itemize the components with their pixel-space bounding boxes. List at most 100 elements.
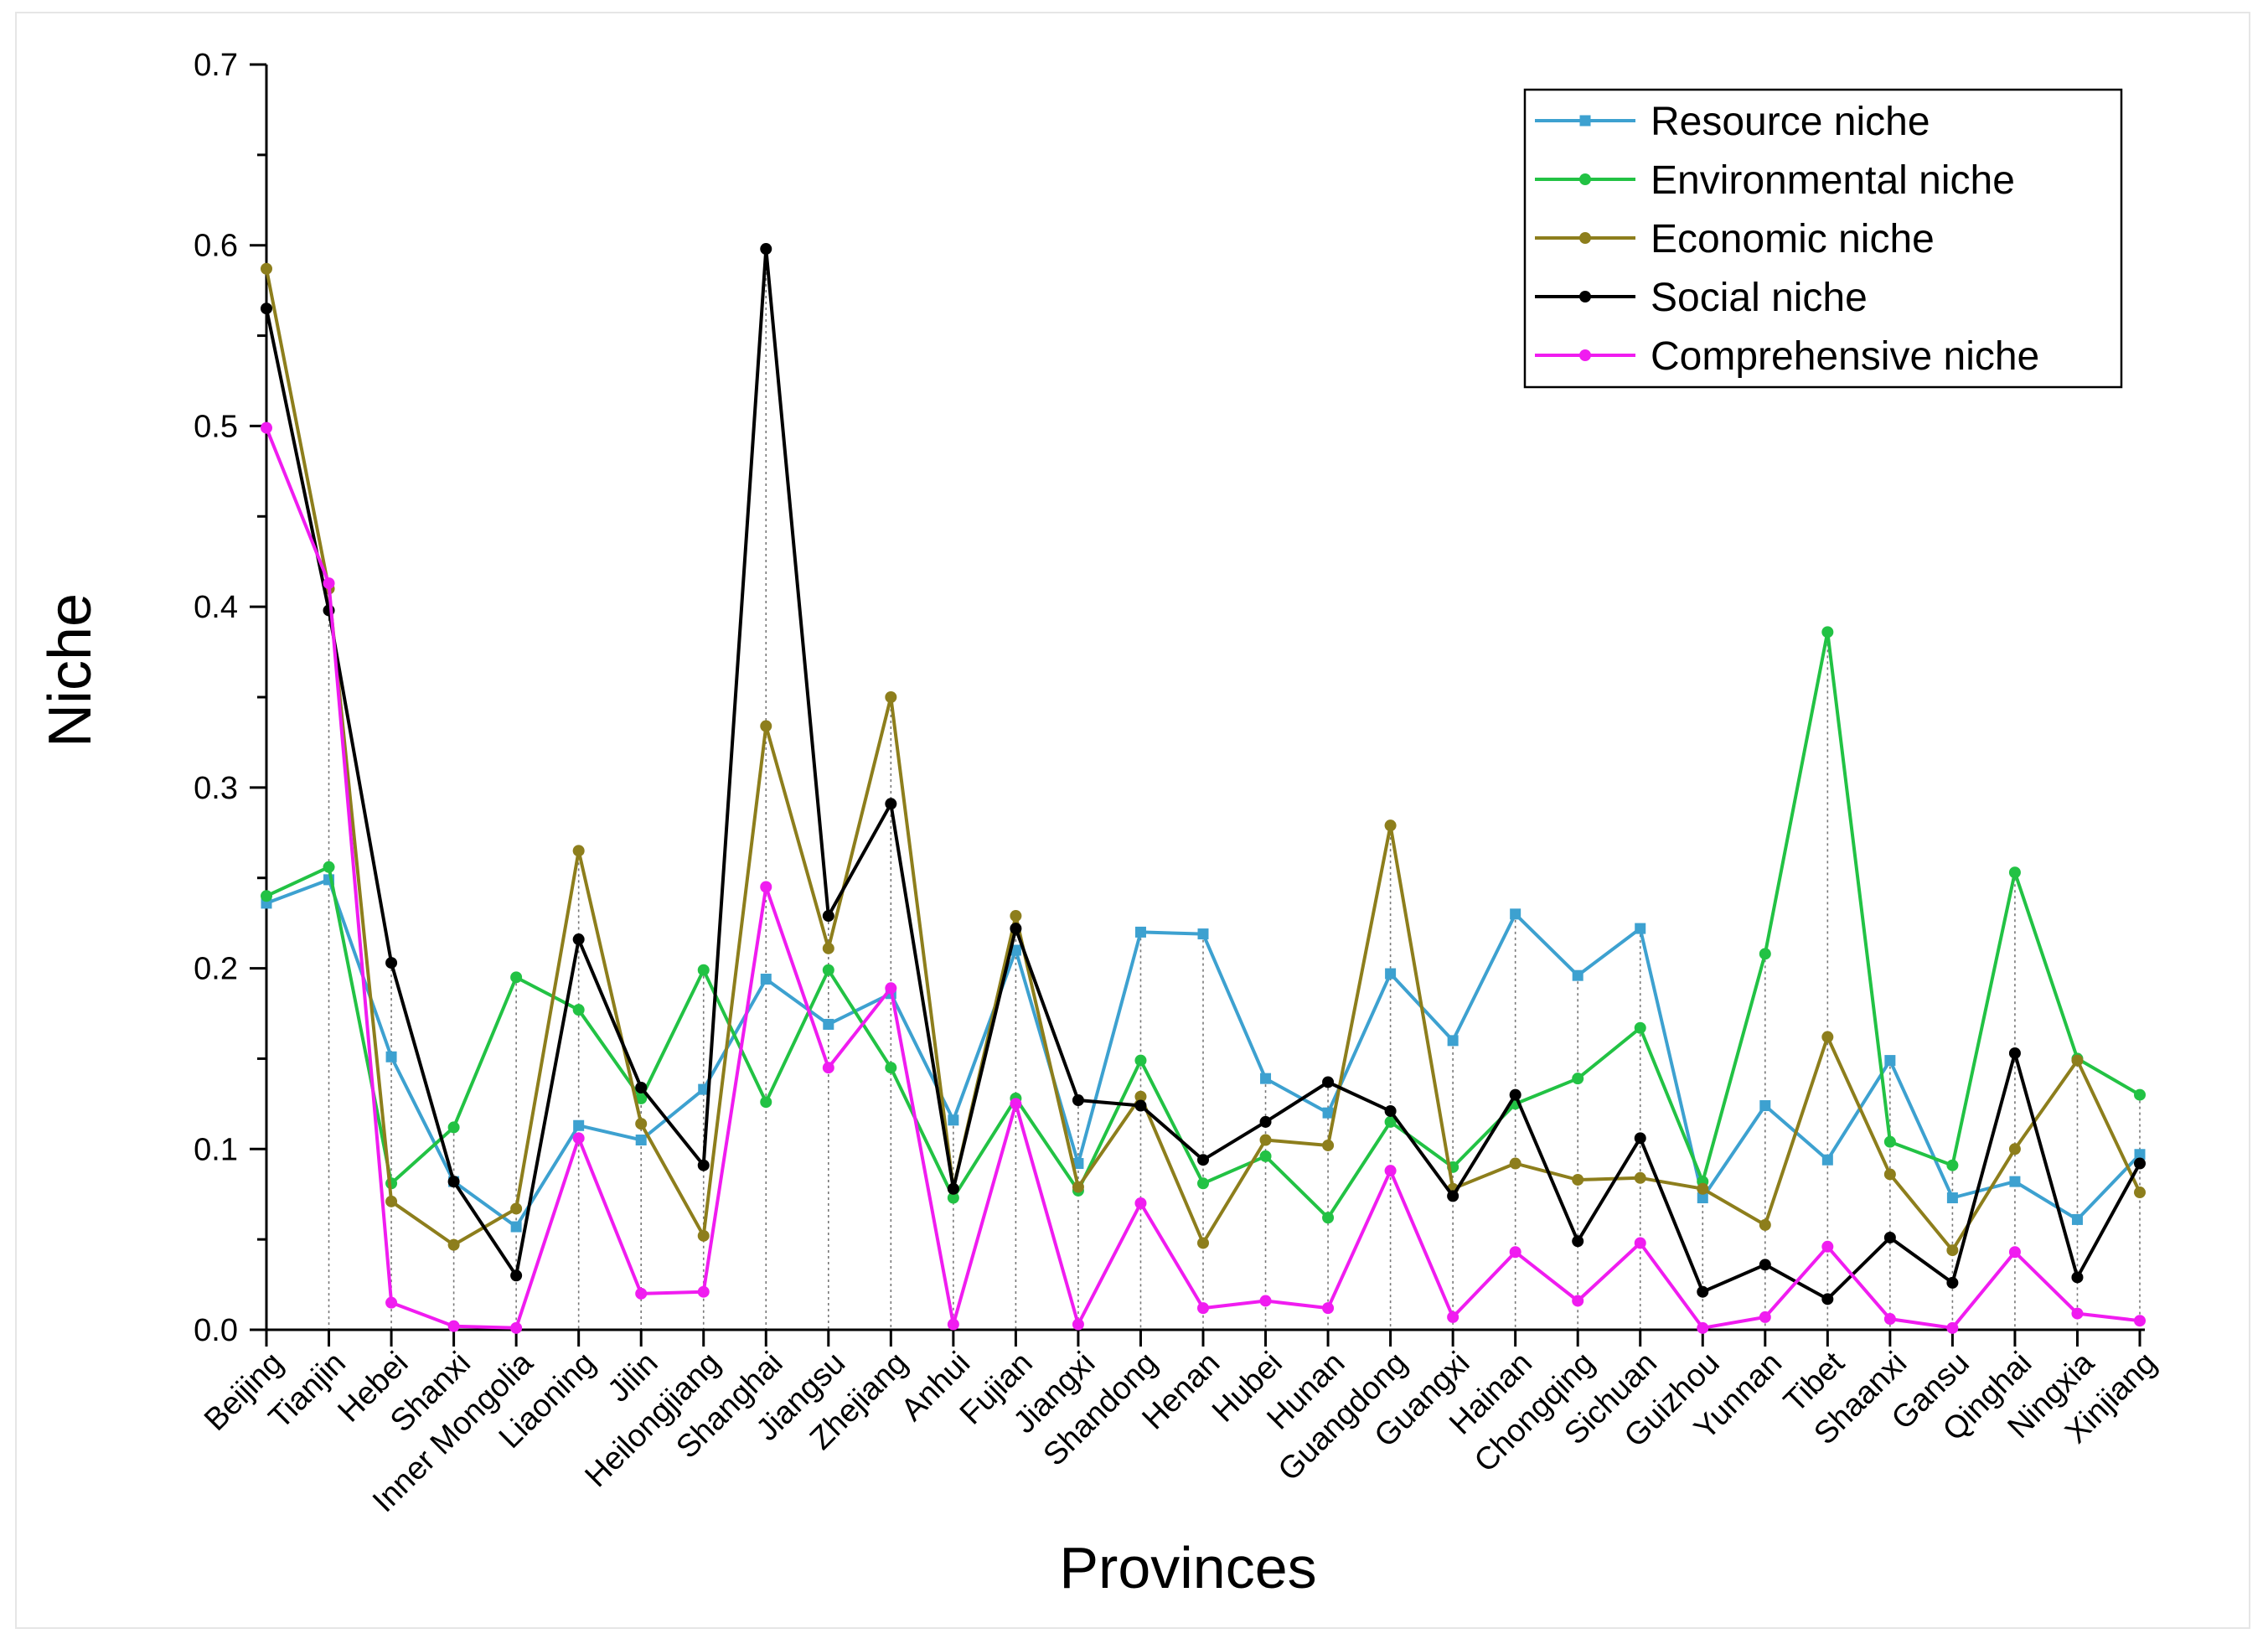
- data-point: [1385, 968, 1397, 980]
- data-point: [1509, 1246, 1521, 1259]
- data-point: [2071, 1307, 2084, 1320]
- data-point: [1510, 908, 1521, 920]
- data-point: [1134, 1054, 1147, 1067]
- legend-item: Economic niche: [1535, 217, 1935, 261]
- data-point: [1072, 1181, 1084, 1193]
- data-point: [1572, 1173, 1584, 1186]
- data-point: [2071, 1213, 2083, 1225]
- data-point: [760, 974, 772, 985]
- legend: Resource niche Environmental niche Economi…: [1523, 88, 2123, 389]
- data-point: [1447, 1035, 1459, 1047]
- data-point: [1634, 1021, 1646, 1034]
- data-point: [1322, 1107, 1334, 1119]
- data-point: [261, 302, 272, 315]
- data-point: [1010, 910, 1022, 923]
- data-point: [1946, 1276, 1959, 1289]
- data-point: [635, 1287, 648, 1300]
- data-point: [1572, 1073, 1584, 1085]
- data-point: [1572, 1295, 1584, 1307]
- data-point: [947, 1182, 959, 1195]
- legend-marker: [1579, 173, 1591, 185]
- y-tick-label: 0.6: [194, 229, 238, 264]
- data-point: [1697, 1321, 1709, 1334]
- legend-item: Resource niche: [1535, 100, 1930, 144]
- data-point: [1883, 1135, 1896, 1148]
- data-point: [760, 1096, 772, 1109]
- data-point: [1010, 1098, 1022, 1110]
- data-point: [2071, 1271, 2084, 1284]
- data-point: [1259, 1295, 1272, 1307]
- data-point: [1883, 1168, 1896, 1181]
- data-point: [1509, 1157, 1521, 1170]
- y-tick-label: 0.2: [194, 952, 238, 987]
- data-point: [697, 1159, 710, 1171]
- data-point: [510, 1202, 523, 1215]
- data-point: [2008, 866, 2021, 879]
- data-point: [1759, 1100, 1771, 1112]
- data-point: [1635, 923, 1646, 934]
- data-point: [2071, 1054, 2084, 1067]
- data-point: [1010, 923, 1022, 935]
- legend-label: Resource niche: [1651, 100, 1930, 144]
- data-point: [1322, 1302, 1335, 1315]
- data-point: [1946, 1321, 1959, 1334]
- data-point: [635, 1118, 648, 1130]
- data-point: [447, 1176, 460, 1188]
- data-point: [510, 1269, 523, 1282]
- data-point: [760, 881, 772, 893]
- data-point: [1759, 1259, 1771, 1271]
- data-point: [1884, 1055, 1896, 1067]
- data-point: [323, 861, 335, 873]
- legend-label: Comprehensive niche: [1651, 334, 2039, 379]
- legend-marker: [1579, 115, 1591, 127]
- data-point: [1134, 1099, 1147, 1112]
- data-point: [1384, 1104, 1397, 1117]
- data-point: [1447, 1190, 1459, 1202]
- data-point: [1384, 1115, 1397, 1128]
- data-point: [2008, 1143, 2021, 1155]
- x-axis-title: Provinces: [1059, 1535, 1316, 1600]
- data-point: [1197, 1302, 1209, 1315]
- data-point: [822, 964, 834, 976]
- data-point: [760, 720, 772, 732]
- y-tick-label: 0.1: [194, 1132, 238, 1167]
- data-point: [572, 933, 585, 946]
- data-point: [1197, 1237, 1209, 1249]
- data-point: [1072, 1094, 1084, 1107]
- data-point: [1384, 1165, 1397, 1177]
- data-point: [635, 1135, 647, 1145]
- legend-marker: [1579, 232, 1591, 244]
- data-point: [1259, 1150, 1272, 1162]
- data-point: [447, 1121, 460, 1134]
- data-point: [1697, 1182, 1709, 1195]
- drop-lines: [266, 249, 2141, 1330]
- data-point: [1759, 1218, 1771, 1231]
- data-point: [323, 577, 335, 590]
- data-point: [385, 1296, 398, 1309]
- data-point: [697, 1285, 710, 1298]
- data-point: [2008, 1047, 2021, 1059]
- data-point: [510, 1321, 523, 1334]
- data-point: [822, 942, 834, 954]
- data-point: [947, 1318, 959, 1331]
- data-point: [385, 1195, 398, 1207]
- data-point: [947, 1192, 959, 1204]
- data-point: [885, 1062, 897, 1074]
- data-point: [1509, 1088, 1521, 1101]
- data-point: [1572, 1235, 1584, 1248]
- data-point: [573, 1119, 585, 1131]
- data-point: [698, 1083, 710, 1095]
- y-tick-label: 0.3: [194, 771, 238, 806]
- data-point: [1759, 1311, 1771, 1323]
- data-point: [1447, 1311, 1459, 1323]
- data-point: [1821, 1031, 1834, 1043]
- data-point: [572, 1132, 585, 1145]
- data-point: [1322, 1076, 1335, 1088]
- y-tick-label: 0.5: [194, 409, 238, 444]
- data-point: [635, 1081, 648, 1093]
- y-tick-label: 0.4: [194, 590, 238, 625]
- series-economic-niche: [261, 262, 2146, 1257]
- data-point: [1259, 1134, 1272, 1146]
- data-point: [510, 1221, 522, 1233]
